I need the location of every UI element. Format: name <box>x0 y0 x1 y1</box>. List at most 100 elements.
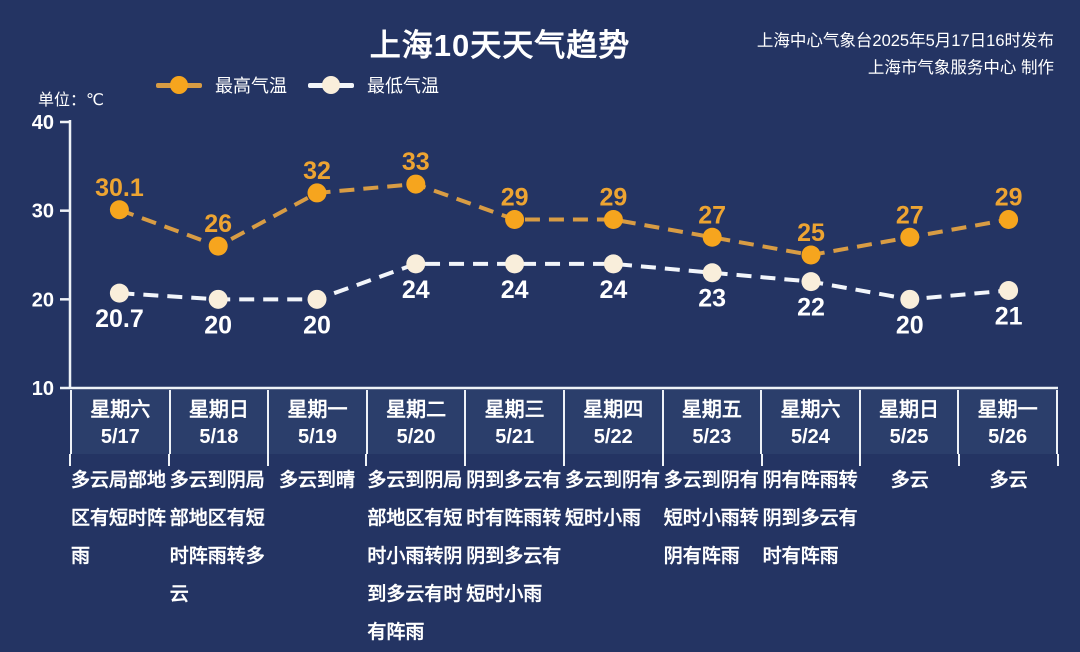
low-value-label-5/19: 20 <box>303 311 331 339</box>
weather-description: 多云到阴有短时小雨转阴有阵雨 <box>663 470 759 567</box>
day-column-5/23: 星期五 5/23 <box>661 390 761 454</box>
low-value-label-5/22: 24 <box>599 276 627 304</box>
date-label: 5/21 <box>495 426 535 448</box>
high-temp-line <box>118 182 1009 258</box>
day-column-5/19: 星期一 5/19 <box>267 390 366 454</box>
legend-label: 最低气温 <box>367 76 439 96</box>
high-point-5/17 <box>109 200 129 220</box>
low-value-label-5/17: 20.7 <box>95 305 144 333</box>
weather-column-5/18: 多云到阴局部地区有短时阵雨转多云 <box>167 454 268 652</box>
weather-column-5/25: 多云 <box>859 454 959 652</box>
page-title: 上海10天天气趋势 <box>369 28 631 63</box>
weekday-label: 星期六 <box>780 399 841 421</box>
attribution-line-2: 上海市气象服务中心 制作 <box>867 59 1054 77</box>
high-point-5/21 <box>505 210 525 230</box>
weekday-label: 星期四 <box>583 399 644 421</box>
weather-column-5/22: 多云到阴有短时小雨 <box>562 454 663 652</box>
high-value-label-5/23: 27 <box>698 201 726 229</box>
y-axis-tick-label: 30 <box>32 201 54 223</box>
high-value-label-5/22: 29 <box>599 184 627 212</box>
low-point-5/22 <box>603 254 623 274</box>
day-column-5/26: 星期一 5/26 <box>957 390 1058 454</box>
low-point-5/21 <box>505 254 525 274</box>
high-point-5/24 <box>801 245 821 265</box>
high-value-label-5/24: 25 <box>797 219 825 247</box>
weather-description: 多云到阴局部地区有短时小雨转阴到多云有时有阵雨 <box>367 470 463 643</box>
date-label: 5/20 <box>396 426 436 448</box>
weather-column-5/23: 多云到阴有短时小雨转阴有阵雨 <box>661 454 762 652</box>
attribution: 上海中心气象台2025年5月17日16时发布 上海市气象服务中心 制作 <box>757 28 1054 82</box>
weekday-label: 星期二 <box>386 399 447 421</box>
weather-column-5/24: 阴有阵雨转阴到多云有时有阵雨 <box>760 454 861 652</box>
date-label: 5/17 <box>100 426 140 448</box>
legend-label: 最高气温 <box>215 76 287 96</box>
weekday-label: 星期五 <box>681 399 742 421</box>
low-point-5/26 <box>999 280 1019 300</box>
y-axis-tick-label: 20 <box>32 289 54 311</box>
low-value-label-5/21: 24 <box>501 276 529 304</box>
legend-item-low: 最低气温 <box>308 72 439 98</box>
high-point-5/18 <box>208 236 228 256</box>
legend-line-icon <box>308 76 354 94</box>
high-value-label-5/18: 26 <box>204 210 232 238</box>
high-point-5/20 <box>406 174 426 194</box>
low-point-5/23 <box>702 263 722 283</box>
low-point-5/25 <box>900 289 920 309</box>
day-column-5/22: 星期四 5/22 <box>562 390 662 454</box>
day-column-5/24: 星期六 5/24 <box>760 390 859 454</box>
high-value-label-5/21: 29 <box>501 184 529 212</box>
high-point-5/25 <box>900 227 920 247</box>
weather-description: 多云 <box>989 470 1028 491</box>
day-column-5/21: 星期三 5/21 <box>464 390 563 454</box>
weekday-label: 星期一 <box>977 399 1038 421</box>
chart-legend: 最高气温 最低气温 <box>0 72 1080 96</box>
low-point-5/17 <box>109 283 129 303</box>
weather-description: 多云 <box>890 470 929 491</box>
date-label: 5/24 <box>790 426 830 448</box>
weather-column-5/26: 多云 <box>958 454 1059 652</box>
date-label: 5/25 <box>889 426 929 448</box>
high-value-label-5/25: 27 <box>896 201 924 229</box>
weather-text-row: 多云局部地区有短时阵雨 多云到阴局部地区有短时阵雨转多云 多云到晴 多云到阴局部地区有… <box>69 454 1059 652</box>
y-axis-tick-label: 10 <box>32 378 54 400</box>
high-point-5/22 <box>603 210 623 230</box>
low-point-5/20 <box>406 254 426 274</box>
weather-description: 阴有阵雨转阴到多云有时有阵雨 <box>762 470 858 567</box>
legend-dot-icon <box>322 76 340 94</box>
weekday-label: 星期六 <box>90 399 151 421</box>
high-point-5/26 <box>999 210 1019 230</box>
date-label: 5/23 <box>692 426 732 448</box>
high-point-5/19 <box>307 183 327 203</box>
date-label: 5/19 <box>298 426 337 448</box>
weather-column-5/19: 多云到晴 <box>266 454 367 652</box>
weather-column-5/17: 多云局部地区有短时阵雨 <box>69 454 169 652</box>
high-value-label-5/20: 33 <box>402 148 430 176</box>
high-value-label-5/17: 30.1 <box>95 174 144 202</box>
weather-description: 多云到阴有短时小雨 <box>564 470 660 529</box>
trend-chart-svg: 40 30 20 10 30.1 26 32 33 29 29 27 25 27 29 20.7 20 20 24… <box>32 112 1058 400</box>
unit-label: 单位：℃ <box>38 92 104 109</box>
weather-description: 多云局部地区有短时阵雨 <box>71 470 167 567</box>
high-point-5/23 <box>702 227 722 247</box>
low-value-label-5/26: 21 <box>995 302 1023 330</box>
low-value-label-5/23: 23 <box>698 285 726 313</box>
attribution-line-1: 上海中心气象台2025年5月17日16时发布 <box>756 32 1054 50</box>
weekday-label: 星期三 <box>484 399 545 421</box>
high-value-label-5/19: 32 <box>303 157 331 185</box>
day-header-row: 星期六 5/17 星期日 5/18 星期一 5/19 星期二 5/20 星期三 5/21 星期四 5/… <box>70 390 1058 454</box>
legend-line-icon <box>156 76 202 94</box>
date-label: 5/22 <box>593 426 633 448</box>
high-value-label-5/26: 29 <box>995 184 1023 212</box>
weather-description: 阴到多云有时有阵雨转阴到多云有短时小雨 <box>466 470 562 605</box>
weekday-label: 星期日 <box>879 399 940 421</box>
day-column-5/17: 星期六 5/17 <box>70 390 169 454</box>
low-value-label-5/24: 22 <box>797 294 825 322</box>
low-point-5/19 <box>307 289 327 309</box>
weather-column-5/21: 阴到多云有时有阵雨转阴到多云有短时小雨 <box>464 454 564 652</box>
date-label: 5/18 <box>199 426 239 448</box>
legend-item-high: 最高气温 <box>156 72 287 98</box>
weekday-label: 星期日 <box>188 399 249 421</box>
low-temp-line <box>119 261 1009 302</box>
weekday-label: 星期一 <box>287 399 348 421</box>
date-label: 5/26 <box>988 426 1028 448</box>
